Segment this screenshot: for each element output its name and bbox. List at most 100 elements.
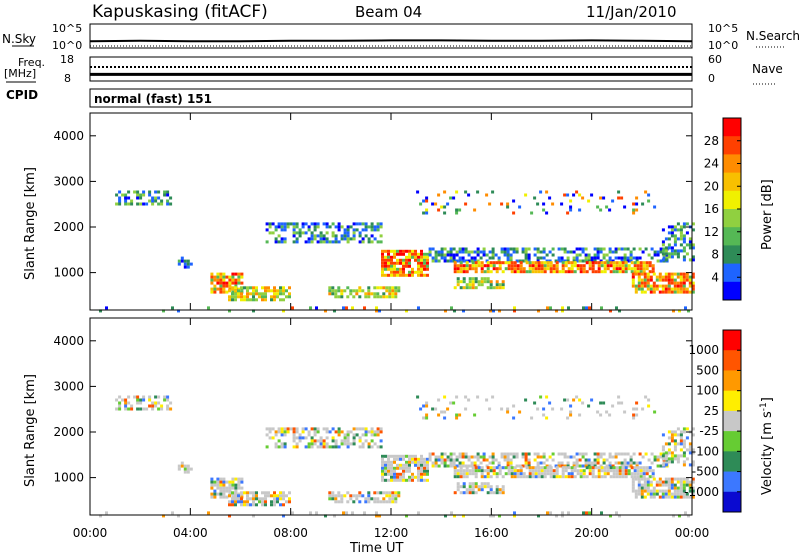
velocity-ylabel: Slant Range [km] — [23, 374, 38, 487]
nsearch-tick-top: 10^5 — [708, 22, 738, 35]
power-cell — [643, 272, 647, 276]
velocity-cell — [498, 466, 502, 470]
velocity-cell — [575, 395, 579, 399]
power-cell — [270, 298, 273, 302]
power-cell — [691, 258, 695, 262]
velocity-colorbar-label: Velocity [m s-1] — [759, 397, 775, 495]
velocity-cell — [593, 452, 597, 456]
power-cell — [648, 261, 652, 265]
power-cell — [603, 267, 607, 271]
velocity-cell — [640, 492, 644, 496]
power-cell — [352, 228, 356, 232]
velocity-cell — [688, 486, 692, 490]
power-cell — [423, 264, 426, 268]
velocity-cell — [591, 472, 595, 476]
power-cell — [456, 267, 460, 271]
velocity-cell — [579, 469, 583, 473]
velocity-cell — [405, 463, 408, 467]
velocity-cell — [231, 500, 234, 504]
velocity-cell — [489, 514, 492, 518]
velocity-cell — [231, 495, 235, 499]
velocity-cell — [228, 480, 232, 484]
velocity-cell — [381, 463, 384, 467]
velocity-cell — [237, 486, 241, 490]
velocity-cell — [225, 495, 229, 499]
velocity-cell — [533, 401, 537, 405]
power-cell — [331, 292, 335, 296]
power-cell — [673, 272, 677, 276]
power-cell — [331, 289, 335, 293]
velocity-cell — [328, 497, 332, 501]
power-cell — [503, 250, 507, 254]
power-cell — [420, 261, 423, 265]
velocity-cell — [408, 469, 411, 473]
velocity-cell — [652, 486, 656, 490]
power-cell — [468, 280, 472, 284]
velocity-unit-exponent: -1 — [759, 402, 769, 411]
power-cell — [213, 290, 217, 294]
velocity-cell — [414, 457, 417, 461]
range-tick-label: 3000 — [53, 379, 84, 393]
power-cell — [210, 281, 214, 285]
velocity-cell — [456, 482, 460, 486]
power-cell — [471, 283, 475, 287]
velocity-cell — [640, 489, 644, 493]
velocity-cell — [691, 477, 695, 481]
velocity-cell — [623, 464, 627, 468]
velocity-cell — [682, 430, 686, 434]
power-cell — [417, 270, 420, 274]
velocity-cell — [426, 466, 429, 470]
power-cell — [566, 193, 570, 197]
power-cell — [519, 261, 523, 265]
power-cell — [664, 290, 668, 294]
velocity-cell — [295, 445, 299, 449]
power-cell — [310, 240, 314, 244]
power-cell — [676, 228, 680, 232]
velocity-cell — [588, 466, 592, 470]
power-cell — [157, 196, 161, 200]
power-cell — [573, 270, 577, 274]
velocity-cell — [570, 469, 574, 473]
velocity-cell — [670, 433, 674, 437]
velocity-cell — [612, 475, 616, 479]
power-cell — [467, 250, 471, 254]
velocity-cell — [298, 439, 302, 443]
velocity-cell — [449, 461, 453, 465]
velocity-cell — [506, 455, 510, 459]
power-cell — [670, 231, 674, 235]
velocity-colorbar-tick-label: -100 — [692, 444, 719, 458]
power-cell — [688, 237, 692, 241]
power-cell — [531, 267, 535, 271]
power-cell — [509, 259, 513, 263]
power-cell — [600, 264, 604, 268]
power-cell — [292, 234, 296, 238]
velocity-cell — [567, 466, 571, 470]
power-cell — [261, 298, 264, 302]
power-cell — [673, 237, 677, 241]
velocity-cell — [656, 464, 660, 468]
velocity-cell — [638, 452, 642, 456]
cpid-frame — [89, 88, 693, 108]
velocity-cell — [566, 398, 570, 402]
power-cell — [264, 292, 267, 296]
velocity-cell — [414, 475, 417, 479]
power-cell — [673, 240, 677, 244]
power-cell — [643, 275, 647, 279]
power-cell — [337, 225, 341, 229]
velocity-cell — [240, 495, 244, 499]
power-cell — [646, 278, 650, 282]
power-cell — [414, 255, 417, 259]
velocity-cell — [358, 494, 362, 498]
power-cell — [667, 255, 671, 259]
power-cell — [411, 270, 414, 274]
power-cell — [139, 196, 143, 200]
power-cell — [464, 250, 468, 254]
velocity-cell — [405, 514, 408, 518]
power-cell — [384, 249, 387, 253]
power-cell — [379, 240, 383, 244]
power-cell — [637, 278, 641, 282]
velocity-cell — [637, 483, 641, 487]
time-tick-label: 12:00 — [374, 526, 409, 540]
power-cell — [632, 202, 636, 206]
power-colorbar-tick-label: 20 — [704, 179, 719, 193]
